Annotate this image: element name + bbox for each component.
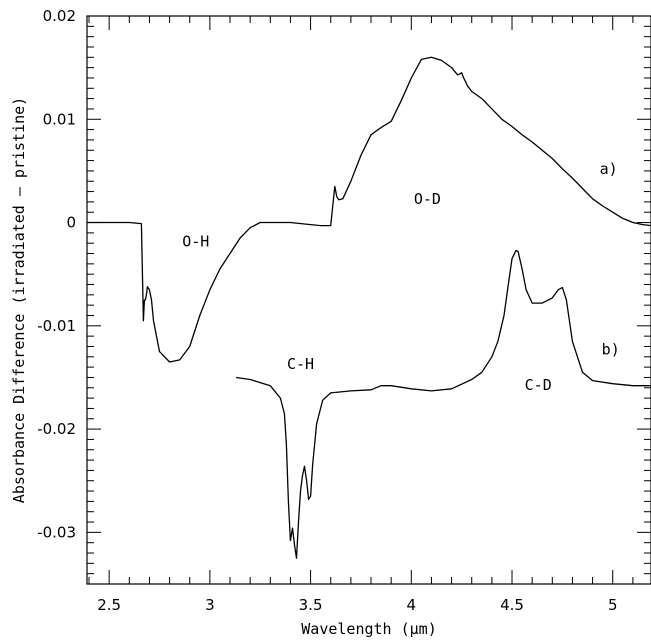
y-tick-label: -0.02 [37, 420, 76, 438]
annotation-label: O-D [414, 190, 441, 208]
y-axis-title: Absorbance Difference (irradiated – pris… [10, 97, 28, 503]
axis-ticks [87, 15, 651, 585]
x-axis-title: Wavelength (μm) [301, 620, 436, 638]
series-line-b [236, 249, 651, 559]
y-tick-label: 0.01 [43, 110, 76, 128]
x-tick-label: 4.5 [500, 596, 524, 614]
y-tick-label: 0 [66, 214, 76, 232]
series-lines [87, 56, 651, 559]
annotation-label: O-H [182, 232, 209, 250]
y-tick-label: 0.02 [43, 7, 76, 25]
series-line-a [87, 56, 651, 363]
annotations: O-H O-D C-H C-D a) b) [182, 160, 620, 394]
x-tick-label: 3.5 [299, 596, 323, 614]
x-tick-label: 3 [205, 596, 215, 614]
x-tick-label: 5 [608, 596, 618, 614]
plot-frame [86, 15, 651, 585]
annotation-label: b) [602, 341, 620, 359]
y-tick-label: -0.01 [37, 317, 76, 335]
annotation-label: a) [600, 160, 618, 178]
x-tick-label: 4 [407, 596, 417, 614]
annotation-label: C-H [287, 355, 314, 373]
x-tick-label: 2.5 [97, 596, 121, 614]
tick-labels: 2.5 3 3.5 4 4.5 5 0.02 0.01 0 -0.01 -0.02 -0.03 [37, 7, 617, 614]
annotation-label: C-D [525, 376, 552, 394]
y-tick-label: -0.03 [37, 523, 76, 541]
